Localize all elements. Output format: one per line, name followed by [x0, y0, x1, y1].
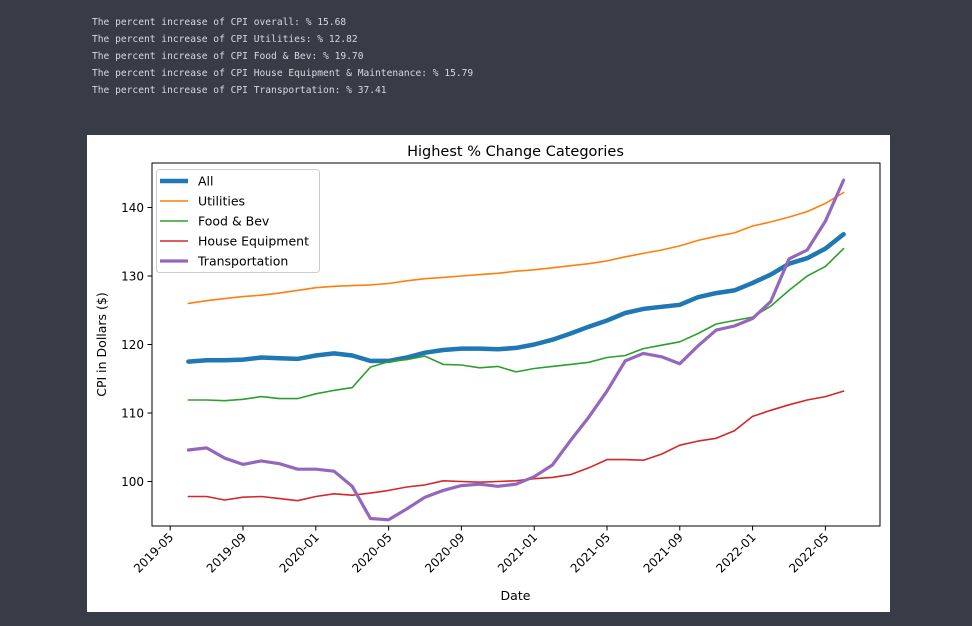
console-line: The percent increase of CPI overall: % 1… — [92, 17, 347, 28]
console-output: The percent increase of CPI overall: % 1… — [92, 14, 473, 99]
x-tick-label: 2020-05 — [349, 530, 394, 575]
x-tick-label: 2022-05 — [786, 530, 831, 575]
y-tick-label: 140 — [121, 201, 144, 215]
x-tick-label: 2021-01 — [495, 530, 540, 575]
console-line: The percent increase of CPI Food & Bev: … — [92, 51, 364, 62]
x-axis-label: Date — [501, 588, 531, 603]
line-chart: Highest % Change Categories 2019-05 2019-… — [94, 144, 881, 603]
console-line: The percent increase of CPI Transportati… — [92, 85, 387, 96]
legend-label: House Equipment — [198, 234, 309, 249]
legend-label: Transportation — [197, 254, 288, 269]
y-tick-label: 110 — [121, 406, 144, 420]
x-tick-label: 2021-09 — [641, 530, 686, 575]
x-tick-label: 2021-05 — [568, 530, 613, 575]
series-line — [187, 390, 845, 502]
legend-label: All — [198, 174, 214, 189]
x-tick-label: 2020-01 — [277, 530, 322, 575]
x-axis: 2019-05 2019-09 2020-01 2020-05 2020-09 2021-… — [131, 526, 832, 576]
y-tick-label: 100 — [121, 475, 144, 489]
y-tick-label: 130 — [121, 269, 144, 283]
legend-label: Food & Bev — [198, 214, 270, 229]
x-tick-label: 2020-09 — [422, 530, 467, 575]
y-axis-label: CPI in Dollars ($) — [94, 292, 109, 397]
chart-figure: Highest % Change Categories 2019-05 2019-… — [87, 135, 890, 612]
x-tick-label: 2019-05 — [131, 530, 176, 575]
x-tick-label: 2022-01 — [713, 530, 758, 575]
legend-label: Utilities — [198, 194, 245, 209]
console-line: The percent increase of CPI House Equipm… — [92, 68, 474, 79]
legend-box — [156, 169, 320, 273]
y-axis: 100 110 120 130 140 — [121, 201, 152, 489]
series-line — [187, 191, 845, 305]
series-line — [186, 178, 846, 522]
x-tick-label: 2019-09 — [204, 530, 249, 575]
chart-title: Highest % Change Categories — [407, 144, 624, 160]
plot-lines — [186, 178, 846, 522]
series-line — [187, 247, 845, 402]
y-tick-label: 120 — [121, 338, 144, 352]
legend: All Utilities Food & Bev House Equipment Tra… — [156, 169, 320, 273]
console-line: The percent increase of CPI Utilities: %… — [92, 34, 358, 45]
series-line — [186, 231, 846, 364]
